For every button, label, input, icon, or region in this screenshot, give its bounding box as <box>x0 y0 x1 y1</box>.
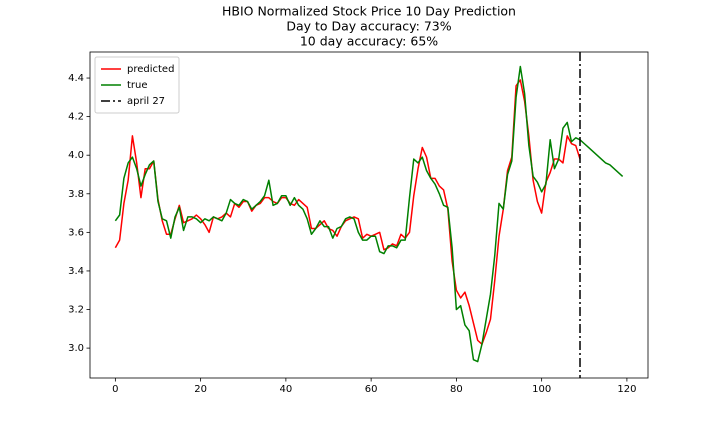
line-series <box>114 79 581 345</box>
legend-label: predicted <box>127 64 174 75</box>
legend-label: true <box>127 80 148 91</box>
x-tick-label: 20 <box>194 384 207 395</box>
x-tick-label: 80 <box>450 384 463 395</box>
y-tick-label: 4.2 <box>68 112 84 123</box>
y-tick-label: 3.4 <box>68 266 84 277</box>
chart-title: HBIO Normalized Stock Price 10 Day Predi… <box>222 4 516 19</box>
chart-title: 10 day accuracy: 65% <box>300 34 438 49</box>
legend-label: april 27 <box>127 96 165 107</box>
x-tick-label: 100 <box>532 384 551 395</box>
legend-box <box>94 56 180 114</box>
y-tick-label: 4.0 <box>68 150 84 161</box>
x-tick-label: 0 <box>112 384 118 395</box>
y-tick-label: 4.4 <box>68 73 84 84</box>
plot-frame <box>89 51 649 379</box>
x-tick-label: 120 <box>617 384 636 395</box>
y-tick-label: 3.6 <box>68 227 84 238</box>
y-tick-label: 3.0 <box>68 343 84 354</box>
chart-title: Day to Day accuracy: 73% <box>286 19 451 34</box>
line-series <box>114 65 624 363</box>
x-tick-label: 40 <box>280 384 293 395</box>
x-tick-label: 60 <box>365 384 378 395</box>
y-tick-label: 3.2 <box>68 305 84 316</box>
y-tick-label: 3.8 <box>68 189 84 200</box>
